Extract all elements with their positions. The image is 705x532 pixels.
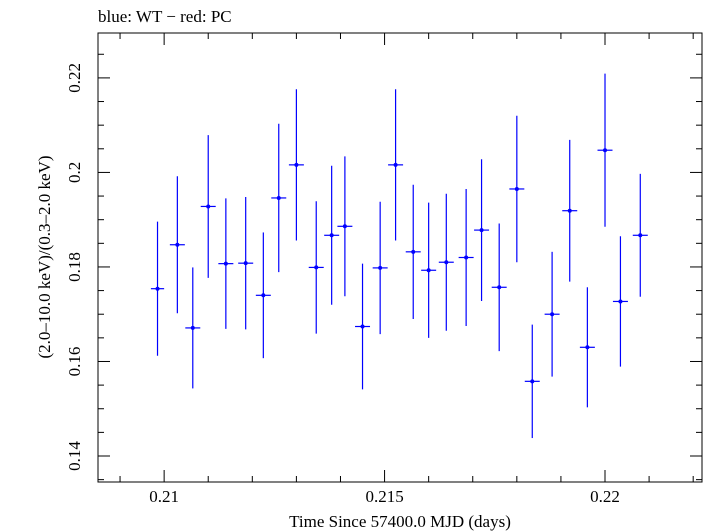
data-point xyxy=(530,379,535,384)
data-point xyxy=(276,195,281,200)
data-point xyxy=(479,228,484,233)
chart-header: blue: WT − red: PC xyxy=(98,7,232,26)
y-tick-label: 0.18 xyxy=(65,252,84,282)
data-point xyxy=(378,265,383,270)
y-tick-label: 0.22 xyxy=(65,63,84,93)
y-tick-label: 0.16 xyxy=(65,347,84,377)
data-point xyxy=(314,265,319,270)
data-point xyxy=(567,208,572,213)
x-axis-label: Time Since 57400.0 MJD (days) xyxy=(289,512,511,531)
data-point xyxy=(155,286,160,291)
data-point xyxy=(464,255,469,260)
data-point xyxy=(585,345,590,350)
data-point xyxy=(444,260,449,265)
data-point xyxy=(294,162,299,167)
data-point xyxy=(618,299,623,304)
data-layer xyxy=(150,73,648,439)
data-point xyxy=(342,224,347,229)
y-tick-label: 0.2 xyxy=(65,162,84,183)
x-tick-label: 0.21 xyxy=(149,487,179,506)
tick-labels-layer: 0.21 0.215 0.22 0.14 0.16 0.18 0.2 0.22 xyxy=(65,63,620,506)
data-point xyxy=(329,233,334,238)
data-point xyxy=(550,312,555,317)
data-point xyxy=(223,261,228,266)
data-point xyxy=(206,204,211,209)
y-axis-label: (2.0–10.0 keV)/(0.3–2.0 keV) xyxy=(35,155,54,358)
x-tick-label: 0.22 xyxy=(590,487,620,506)
data-point xyxy=(426,268,431,273)
ticks-layer xyxy=(98,33,702,482)
data-point xyxy=(175,242,180,247)
plot-frame xyxy=(97,32,703,483)
y-tick-label: 0.14 xyxy=(65,441,84,471)
data-point xyxy=(243,261,248,266)
data-point xyxy=(411,249,416,254)
data-point xyxy=(514,186,519,191)
data-point xyxy=(190,325,195,330)
data-point xyxy=(638,233,643,238)
data-point xyxy=(261,293,266,298)
data-point xyxy=(393,162,398,167)
data-point xyxy=(497,285,502,290)
data-point xyxy=(360,324,365,329)
x-tick-label: 0.215 xyxy=(365,487,403,506)
data-point xyxy=(603,148,608,153)
